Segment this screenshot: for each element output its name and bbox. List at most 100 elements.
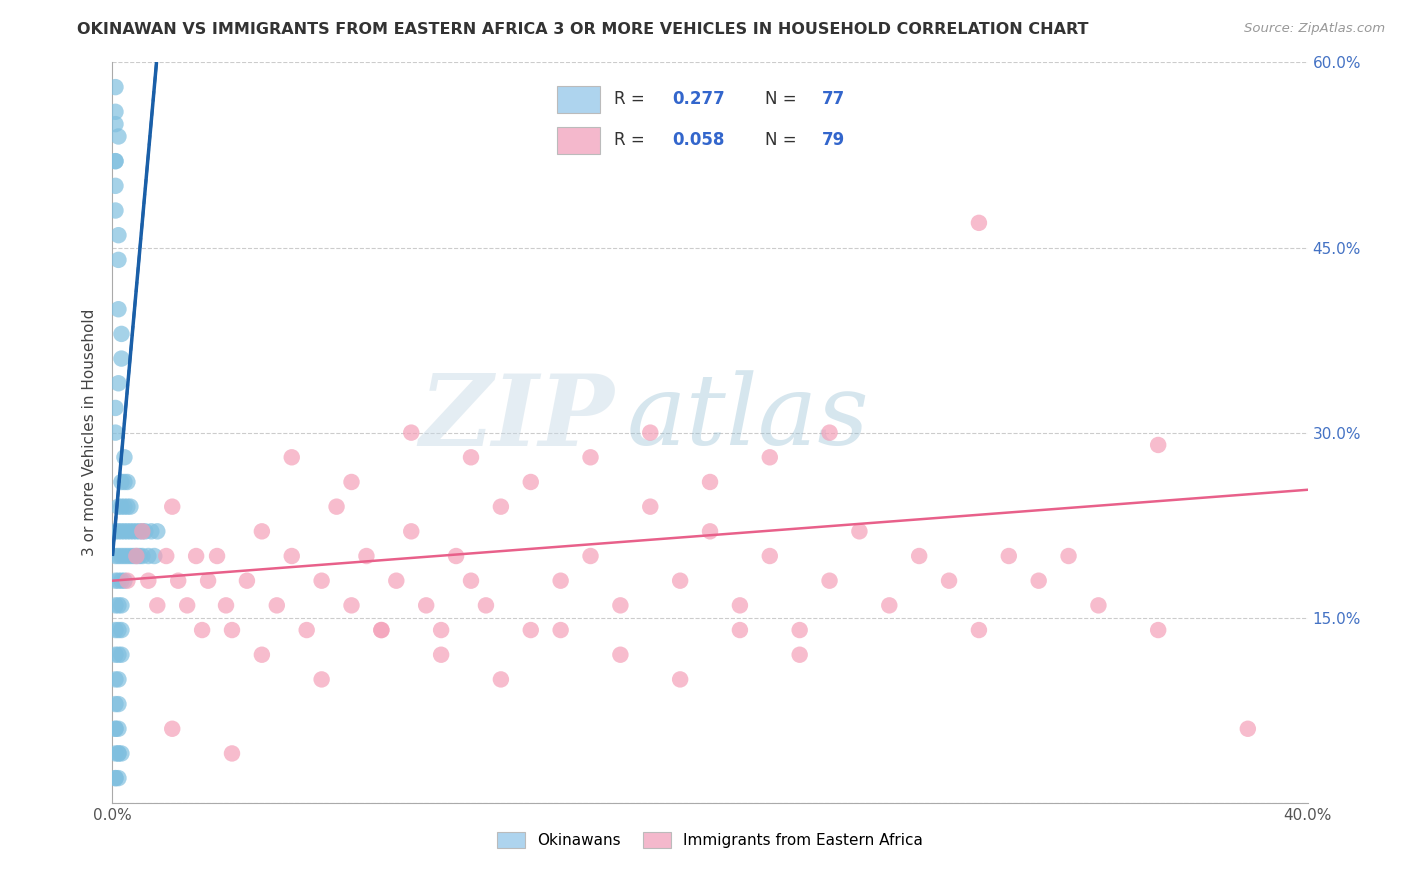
Point — [104, 425, 127, 440]
Point — [281, 450, 304, 465]
Point — [128, 549, 150, 563]
Point — [1087, 599, 1109, 613]
Point — [104, 80, 127, 95]
Point — [104, 401, 127, 415]
Point — [104, 117, 127, 131]
Point — [128, 524, 150, 539]
Text: atlas: atlas — [627, 370, 869, 466]
Point — [370, 623, 392, 637]
Point — [114, 549, 135, 563]
Point — [205, 549, 228, 563]
Point — [107, 648, 129, 662]
Point — [430, 648, 453, 662]
Point — [110, 326, 132, 341]
Point — [475, 599, 498, 613]
Point — [117, 574, 139, 588]
Point — [104, 154, 127, 169]
Point — [104, 722, 127, 736]
Point — [107, 524, 129, 539]
Text: ZIP: ZIP — [419, 369, 614, 466]
Point — [215, 599, 238, 613]
Point — [125, 524, 148, 539]
Point — [104, 771, 127, 785]
Point — [107, 252, 129, 267]
Point — [104, 154, 127, 169]
Point — [281, 549, 304, 563]
Point — [609, 599, 631, 613]
Point — [120, 549, 142, 563]
Point — [967, 623, 990, 637]
Point — [1028, 574, 1050, 588]
Point — [131, 549, 153, 563]
Point — [114, 574, 135, 588]
Point — [1057, 549, 1080, 563]
Point — [370, 623, 392, 637]
Point — [110, 747, 132, 761]
Point — [114, 500, 135, 514]
Text: Source: ZipAtlas.com: Source: ZipAtlas.com — [1244, 22, 1385, 36]
Point — [104, 623, 127, 637]
Point — [104, 524, 127, 539]
Y-axis label: 3 or more Vehicles in Household: 3 or more Vehicles in Household — [82, 309, 97, 557]
Point — [107, 722, 129, 736]
Point — [385, 574, 408, 588]
Point — [311, 673, 333, 687]
Point — [191, 623, 214, 637]
Point — [104, 178, 127, 193]
Point — [110, 648, 132, 662]
Point — [107, 673, 129, 687]
Point — [789, 648, 811, 662]
Point — [107, 129, 129, 144]
Point — [107, 574, 129, 588]
Point — [107, 623, 129, 637]
Point — [110, 500, 132, 514]
Point — [117, 549, 139, 563]
Point — [818, 574, 841, 588]
Point — [340, 475, 363, 489]
Point — [107, 500, 129, 514]
Point — [609, 648, 631, 662]
Point — [110, 599, 132, 613]
Point — [104, 722, 127, 736]
Point — [295, 623, 318, 637]
Point — [967, 216, 990, 230]
Point — [162, 500, 183, 514]
Point — [266, 599, 288, 613]
Point — [122, 524, 145, 539]
Point — [236, 574, 259, 588]
Point — [114, 475, 135, 489]
Point — [104, 599, 127, 613]
Text: OKINAWAN VS IMMIGRANTS FROM EASTERN AFRICA 3 OR MORE VEHICLES IN HOUSEHOLD CORRE: OKINAWAN VS IMMIGRANTS FROM EASTERN AFRI… — [77, 22, 1088, 37]
Point — [311, 574, 333, 588]
Point — [908, 549, 931, 563]
Point — [460, 574, 482, 588]
Point — [176, 599, 198, 613]
Point — [104, 203, 127, 218]
Point — [114, 450, 135, 465]
Point — [699, 475, 721, 489]
Point — [789, 623, 811, 637]
Point — [117, 475, 139, 489]
Point — [640, 500, 662, 514]
Point — [759, 450, 782, 465]
Point — [141, 524, 163, 539]
Point — [356, 549, 378, 563]
Point — [104, 747, 127, 761]
Point — [250, 524, 273, 539]
Point — [107, 376, 129, 391]
Point — [879, 599, 901, 613]
Point — [221, 623, 243, 637]
Point — [117, 500, 139, 514]
Point — [699, 524, 721, 539]
Point — [107, 747, 129, 761]
Point — [120, 524, 142, 539]
Point — [138, 549, 160, 563]
Point — [155, 549, 177, 563]
Point — [107, 697, 129, 711]
Point — [444, 549, 467, 563]
Point — [110, 623, 132, 637]
Point — [250, 648, 273, 662]
Point — [460, 450, 482, 465]
Point — [550, 574, 572, 588]
Point — [107, 771, 129, 785]
